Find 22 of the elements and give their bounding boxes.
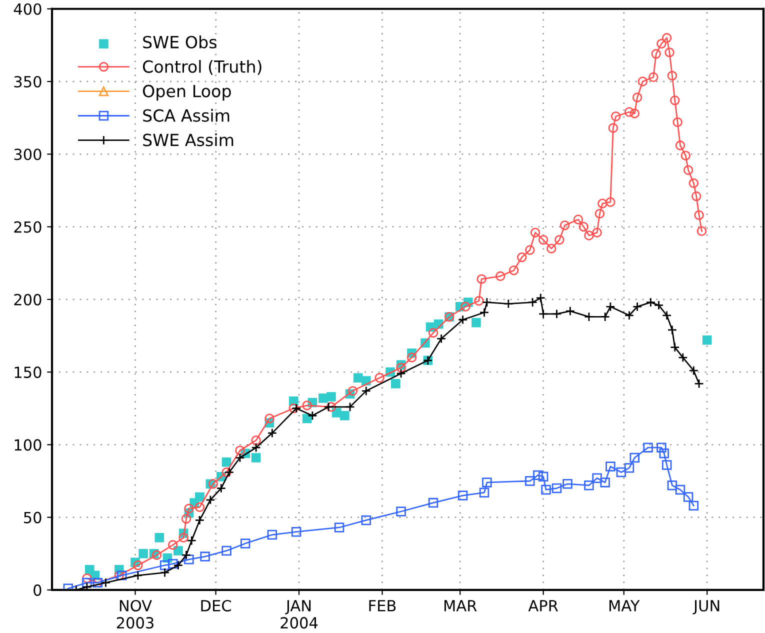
legend-label: SWE Assim bbox=[143, 133, 234, 146]
x-tick-label: FEB bbox=[369, 600, 396, 612]
y-tick-label: 0 bbox=[34, 584, 42, 596]
x-tick-label: MAR bbox=[444, 600, 477, 612]
x-tick-label: JAN 2004 bbox=[280, 600, 318, 629]
y-tick-label: 400 bbox=[14, 3, 42, 15]
y-tick-label: 200 bbox=[14, 294, 42, 306]
legend-label: Open Loop bbox=[142, 84, 231, 101]
y-tick-label: 250 bbox=[14, 221, 42, 233]
legend-label: SWE Obs bbox=[143, 36, 216, 48]
x-tick-label: JUN bbox=[692, 600, 720, 614]
x-tick-label: NOV 2003 bbox=[116, 600, 154, 629]
y-tick-label: 150 bbox=[14, 366, 42, 378]
y-tick-label: 50 bbox=[24, 512, 42, 524]
legend-label: Control (Truth) bbox=[142, 60, 262, 75]
y-tick-label: 100 bbox=[14, 439, 42, 451]
x-tick-label: DEC bbox=[201, 600, 231, 612]
x-tick-label: APR bbox=[528, 600, 558, 612]
legend-label: SCA Assim bbox=[143, 108, 230, 122]
y-tick-label: 350 bbox=[14, 76, 42, 88]
y-tick-label: 300 bbox=[14, 148, 42, 160]
x-tick-label: MAY bbox=[609, 600, 640, 612]
